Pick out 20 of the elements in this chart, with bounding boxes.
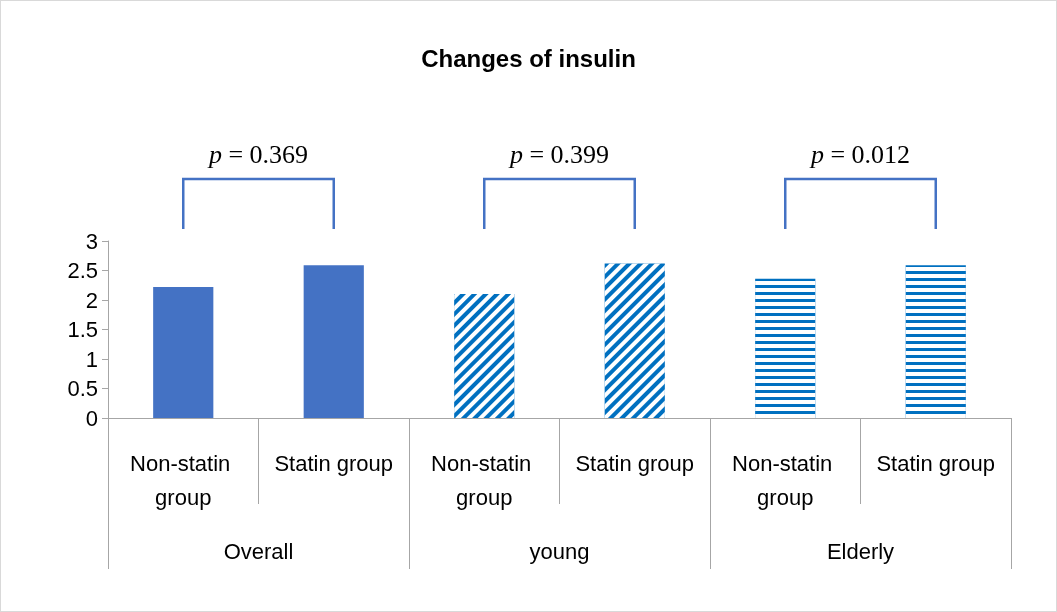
x-tick-label: Statin group (274, 450, 394, 476)
text: p = 0.369 (206, 139, 309, 169)
text: p = 0.399 (507, 139, 610, 169)
text: young (529, 538, 590, 564)
x-tick-label: Statin group (876, 450, 996, 476)
x-tick-label: Non-statin group (732, 450, 839, 510)
x-tick-label: Non-statin group (130, 450, 237, 510)
y-tick-label: 1 (85, 346, 98, 372)
y-tick-label: 0 (85, 405, 98, 431)
text: Overall (223, 538, 294, 564)
x-tick-label: Statin group (575, 450, 695, 476)
y-tick-label: 0.5 (67, 376, 98, 401)
y-tick-label: 2.5 (67, 258, 98, 283)
y-tick-label: 3 (85, 228, 98, 254)
y-tick-label: 2 (85, 287, 98, 313)
x-tick-label: Non-statin group (431, 450, 538, 510)
text: p = 0.012 (808, 139, 911, 169)
y-tick-label: 1.5 (67, 317, 98, 342)
text: Elderly (826, 538, 895, 564)
chart-title: Changes of insulin (421, 44, 636, 72)
